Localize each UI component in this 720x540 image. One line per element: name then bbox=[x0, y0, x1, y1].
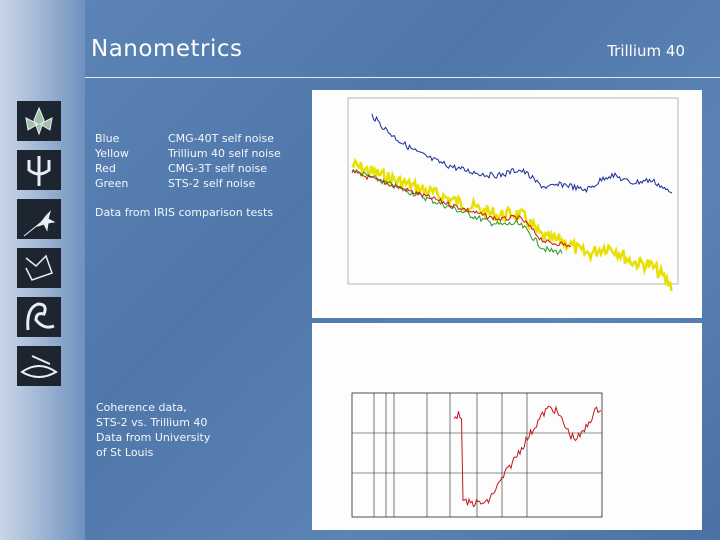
coherence-line: STS-2 vs. Trillium 40 bbox=[96, 416, 208, 429]
icon-column bbox=[17, 101, 61, 386]
legend-sensor: CMG-40T self noise bbox=[168, 132, 275, 145]
curve bbox=[453, 405, 602, 508]
coherence-plot-image bbox=[312, 323, 702, 530]
noise-plot-image bbox=[312, 90, 702, 318]
legend-sensor: Trillium 40 self noise bbox=[168, 147, 281, 160]
coherence-line: Data from University bbox=[96, 431, 211, 444]
coherence-line: of St Louis bbox=[96, 446, 154, 459]
legend-sensor: STS-2 self noise bbox=[168, 177, 256, 190]
legend-sensor: CMG-3T self noise bbox=[168, 162, 268, 175]
coherence-note: Coherence data, STS-2 vs. Trillium 40 Data… bbox=[96, 400, 210, 460]
subtitle: Trillium 40 bbox=[607, 42, 685, 60]
curve bbox=[351, 168, 563, 256]
coherence-line: Coherence data, bbox=[96, 401, 187, 414]
note: Data from IRIS comparison tests bbox=[95, 206, 274, 219]
legend-color: Yellow bbox=[95, 147, 129, 160]
title-rule bbox=[85, 77, 720, 78]
legend-color: Green bbox=[95, 177, 129, 190]
legend-color: Blue bbox=[95, 132, 120, 145]
title: Nanometrics bbox=[91, 36, 243, 62]
curve bbox=[351, 169, 572, 248]
legend-color: Red bbox=[95, 162, 116, 175]
curve bbox=[351, 157, 673, 292]
curve bbox=[371, 113, 673, 194]
